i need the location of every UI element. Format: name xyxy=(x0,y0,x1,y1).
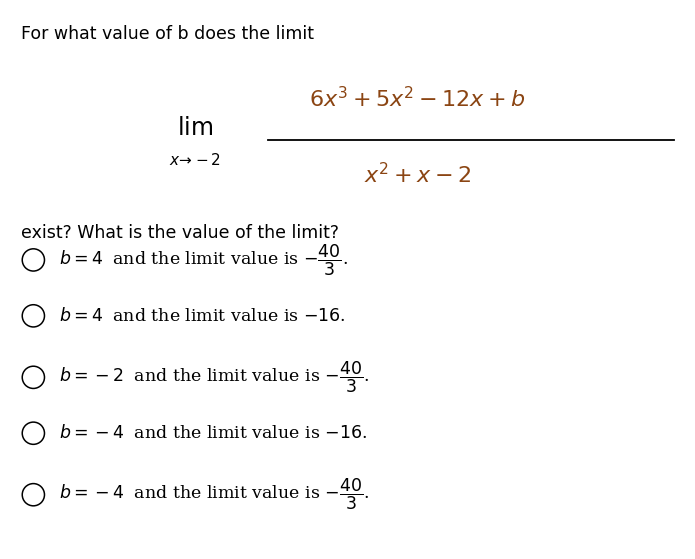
Text: $b = 4$$\;$ and the limit value is $-\dfrac{40}{3}$.: $b = 4$$\;$ and the limit value is $-\df… xyxy=(59,242,348,278)
Text: $\mathrm{lim}$: $\mathrm{lim}$ xyxy=(177,117,213,140)
Text: $b = -4$$\;$ and the limit value is $-\dfrac{40}{3}$.: $b = -4$$\;$ and the limit value is $-\d… xyxy=(59,477,369,513)
Text: $x\!\rightarrow\!-2$: $x\!\rightarrow\!-2$ xyxy=(169,153,220,168)
Text: $6x^3 + 5x^2 - 12x + b$: $6x^3 + 5x^2 - 12x + b$ xyxy=(309,87,525,112)
Text: $b = -4$$\;$ and the limit value is $-16$.: $b = -4$$\;$ and the limit value is $-16… xyxy=(59,424,367,442)
Text: $x^2 + x - 2$: $x^2 + x - 2$ xyxy=(363,163,471,189)
Text: $b = -2$$\;$ and the limit value is $-\dfrac{40}{3}$.: $b = -2$$\;$ and the limit value is $-\d… xyxy=(59,359,369,395)
Text: $b = 4$$\;$ and the limit value is $-16$.: $b = 4$$\;$ and the limit value is $-16$… xyxy=(59,307,346,325)
Text: exist? What is the value of the limit?: exist? What is the value of the limit? xyxy=(21,224,339,241)
Text: For what value of b does the limit: For what value of b does the limit xyxy=(21,25,314,43)
